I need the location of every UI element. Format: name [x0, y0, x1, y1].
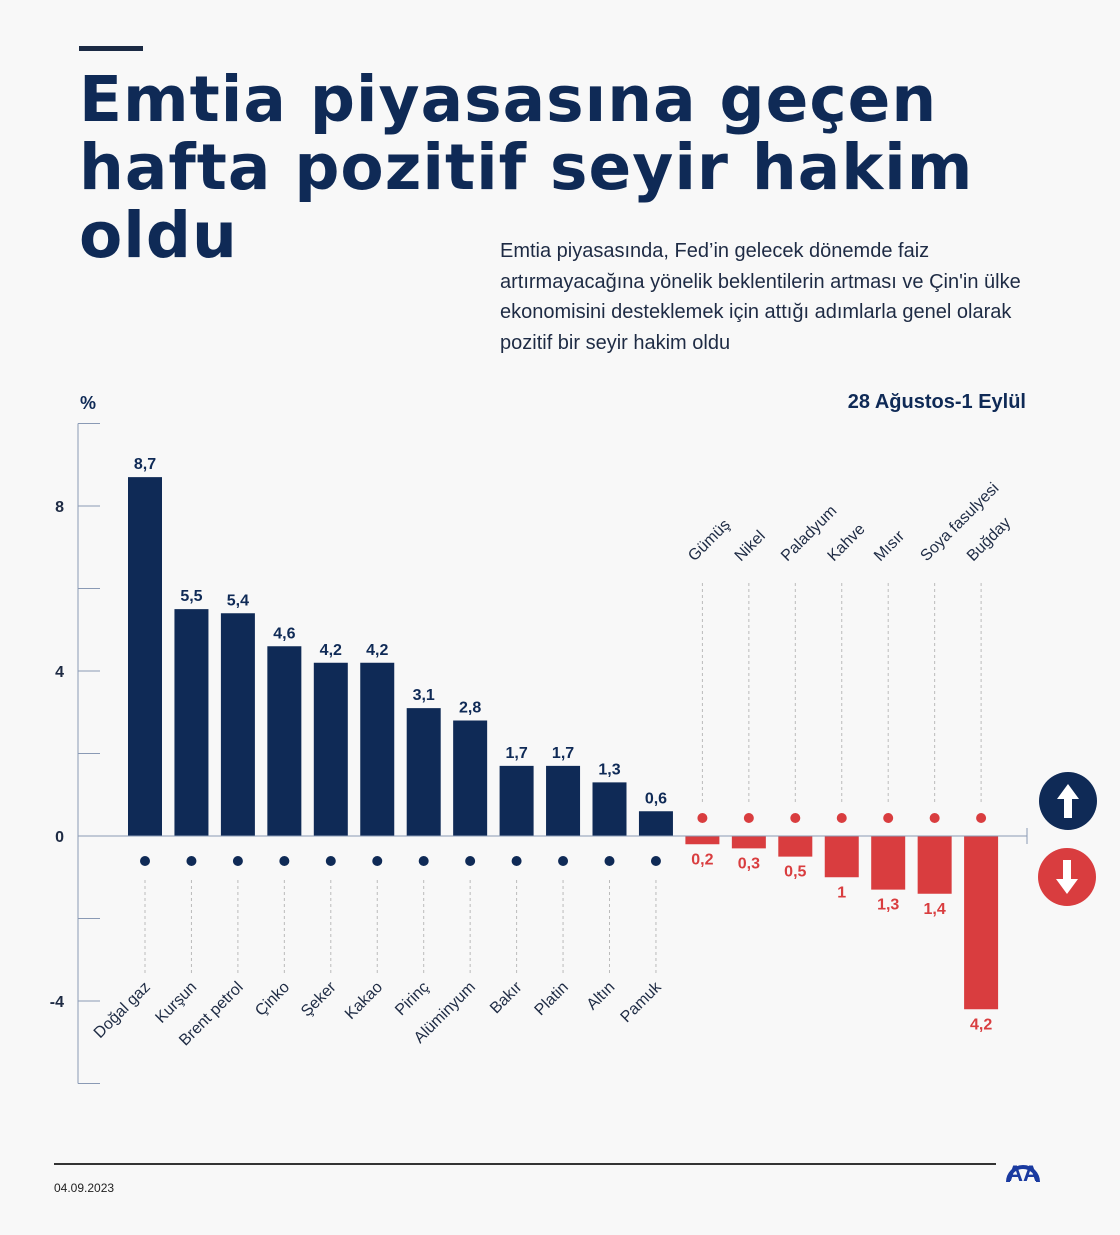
wheat-icon — [976, 813, 987, 823]
value-label: 1,3 — [598, 761, 620, 778]
value-label: 8,7 — [134, 456, 156, 473]
aa-logo: AA — [1004, 1148, 1042, 1189]
value-label: 1,3 — [877, 897, 899, 914]
value-label: 4,2 — [970, 1016, 992, 1033]
oil-barrel-icon — [232, 856, 243, 866]
title-accent-bar — [79, 46, 143, 51]
value-label: 2,8 — [459, 700, 481, 717]
y-tick-label: 4 — [55, 664, 64, 681]
y-axis-label: % — [80, 393, 97, 413]
category-label: Platin — [532, 979, 572, 1019]
cotton-icon — [650, 856, 661, 866]
value-label: 1 — [837, 884, 846, 901]
bar — [360, 662, 395, 836]
y-tick-label: -4 — [50, 994, 64, 1011]
category-label: Altın — [584, 979, 619, 1014]
bar — [824, 836, 859, 878]
category-label: Bakır — [487, 978, 526, 1017]
arrow-up-icon — [1039, 772, 1097, 830]
cocoa-icon — [372, 856, 383, 866]
category-label: Pamuk — [618, 978, 666, 1026]
metal-bars-icon — [186, 856, 197, 866]
category-label: Soya fasulyesi — [917, 480, 1002, 565]
bar — [267, 646, 302, 836]
soybean-icon — [929, 813, 940, 823]
value-label: 4,2 — [320, 642, 342, 659]
category-label: Gümüş — [685, 516, 733, 564]
bar — [638, 811, 673, 836]
footer-date: 04.09.2023 — [54, 1181, 115, 1195]
svg-text:AA: AA — [1007, 1161, 1039, 1184]
bar — [499, 765, 534, 836]
arrow-down-icon — [1038, 848, 1096, 906]
bar — [220, 613, 255, 836]
metal-bars-icon — [697, 813, 708, 823]
metal-bars-icon — [511, 856, 522, 866]
bar — [128, 477, 162, 836]
subtitle: Emtia piyasasında, Fed’in gelecek dönemd… — [500, 240, 1021, 354]
value-label: 1,7 — [505, 745, 527, 762]
metal-bars-icon — [743, 813, 754, 823]
value-label: 1,4 — [924, 901, 946, 918]
metal-bars-icon — [465, 856, 476, 866]
value-label: 0,5 — [784, 864, 806, 881]
flame-icon — [140, 856, 150, 866]
metal-bars-icon — [558, 856, 569, 866]
value-label: 4,6 — [273, 625, 295, 642]
bar — [871, 836, 906, 890]
bar — [592, 782, 627, 836]
bar — [731, 836, 766, 849]
value-label: 3,1 — [413, 687, 435, 704]
value-label: 0,6 — [645, 790, 667, 807]
bar — [685, 836, 720, 845]
bar — [174, 609, 209, 836]
value-label: 5,4 — [227, 592, 249, 609]
bar — [964, 836, 999, 1010]
page-title: Emtia piyasasına geçen hafta pozitif sey… — [79, 63, 974, 272]
category-label: Kahve — [825, 521, 869, 565]
value-label: 4,2 — [366, 642, 388, 659]
footer-divider — [54, 1163, 996, 1165]
category-label: Çinko — [252, 979, 293, 1020]
corn-icon — [883, 813, 894, 823]
coffee-bean-icon — [836, 813, 847, 823]
y-tick-label: 8 — [55, 499, 64, 516]
bar — [917, 836, 952, 894]
value-label: 0,2 — [691, 851, 713, 868]
category-label: Kakao — [342, 979, 386, 1023]
category-label: Mısır — [871, 527, 909, 565]
y-tick-label: 0 — [55, 829, 64, 846]
bar — [313, 662, 348, 836]
category-label: Şeker — [298, 978, 340, 1020]
metal-bars-icon — [279, 856, 290, 866]
bar — [778, 836, 813, 857]
metal-bars-icon — [604, 856, 615, 866]
chart-title: 28 Ağustos-1 Eylül — [847, 391, 1026, 413]
category-label: Nikel — [732, 528, 769, 565]
value-label: 5,5 — [180, 588, 202, 605]
value-label: 0,3 — [738, 855, 760, 872]
sugar-sack-icon — [325, 856, 336, 866]
metal-bars-icon — [790, 813, 801, 823]
category-label: Pirinç — [392, 979, 432, 1019]
rice-sack-icon — [418, 856, 429, 866]
bar — [406, 708, 441, 836]
bar — [546, 765, 581, 836]
category-label: Doğal gaz — [91, 979, 154, 1042]
value-label: 1,7 — [552, 745, 574, 762]
bar — [453, 720, 488, 836]
